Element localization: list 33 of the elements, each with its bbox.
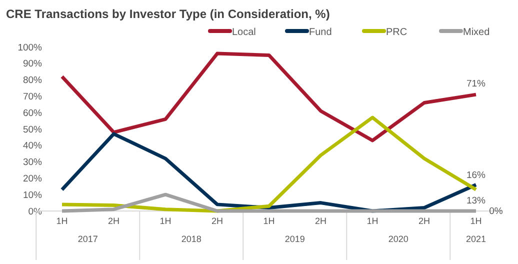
data-label: 13% <box>466 196 486 207</box>
x-tick-label: 1H <box>366 216 378 226</box>
y-tick-label: 100% <box>18 42 43 54</box>
legend-label: PRC <box>386 27 408 38</box>
text: 2017 <box>78 234 98 244</box>
y-tick-label: 60% <box>22 108 43 119</box>
y-tick-label: 30% <box>22 157 43 168</box>
y-tick-label: 40% <box>22 140 43 152</box>
y-tick-label: 80% <box>22 75 43 86</box>
text: 2021 <box>466 234 486 244</box>
y-tick-label: 90% <box>22 58 43 70</box>
x-tick-label: 1H <box>263 216 275 226</box>
y-tick-label: 10% <box>22 190 43 201</box>
x-tick-label: 2H <box>108 216 120 226</box>
text: 2018 <box>181 234 202 244</box>
text: 2019 <box>284 234 305 244</box>
y-tick-label: 50% <box>22 124 43 136</box>
legend-label: Fund <box>309 27 332 38</box>
data-label: 16% <box>466 170 486 181</box>
data-label: 71% <box>466 78 486 90</box>
x-tick-label: 2H <box>418 216 430 226</box>
x-tick-label: 2H <box>314 216 327 226</box>
legend-label: Mixed <box>463 27 490 38</box>
legend-label: Local <box>232 27 256 38</box>
x-tick-label: 1H <box>470 216 482 226</box>
text: 2020 <box>388 234 408 244</box>
x-tick-label: 1H <box>160 216 172 226</box>
y-tick-label: 20% <box>22 174 43 185</box>
chart-title: CRE Transactions by Investor Type (in Consideration, %) <box>6 7 330 21</box>
y-tick-label: 70% <box>22 92 43 103</box>
x-tick-label: 1H <box>56 216 68 226</box>
data-label: 0% <box>489 206 504 217</box>
x-tick-label: 2H <box>211 216 224 226</box>
